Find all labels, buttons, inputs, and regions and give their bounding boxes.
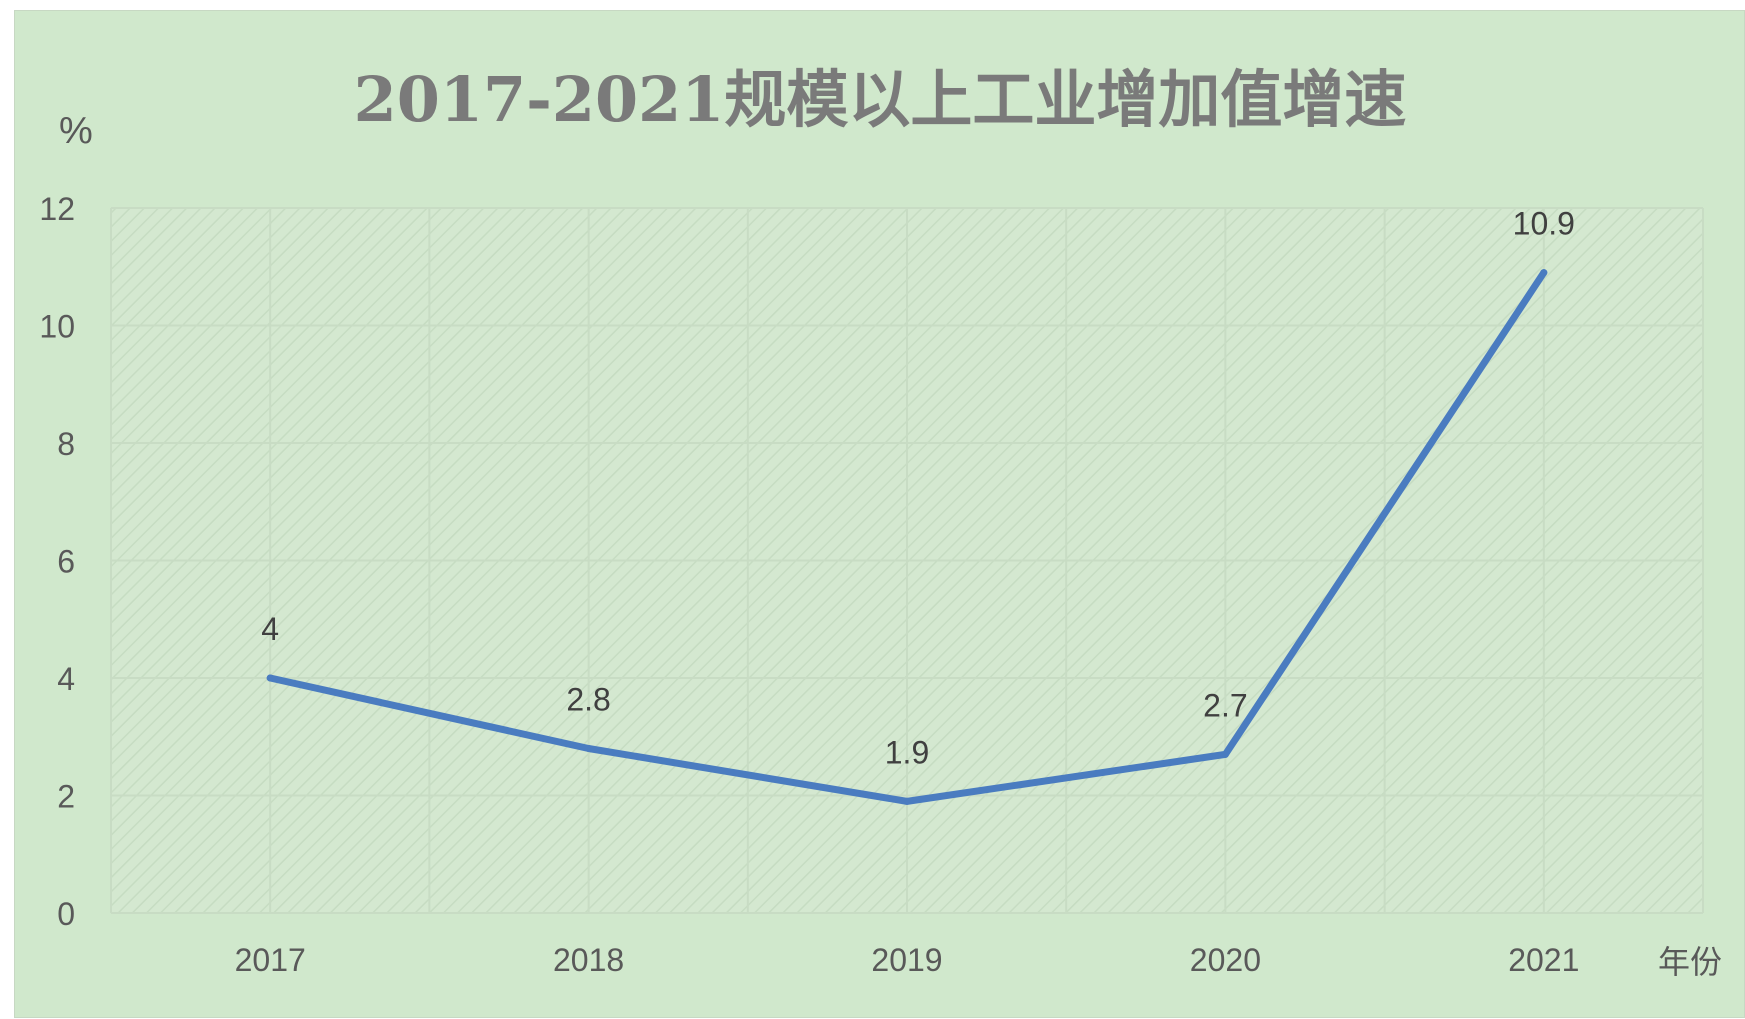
x-tick-label: 2018 — [553, 942, 624, 978]
x-axis-unit-label: 年份 — [1658, 944, 1722, 980]
y-tick-label: 10 — [39, 309, 75, 345]
x-tick-label: 2021 — [1508, 942, 1579, 978]
x-tick-label: 2017 — [235, 942, 306, 978]
gridlines — [110, 207, 1704, 914]
data-label: 4 — [261, 611, 279, 647]
series-layer — [266, 269, 1548, 805]
data-label: 1.9 — [885, 734, 929, 770]
y-tick-label: 2 — [57, 779, 75, 815]
y-tick-label: 8 — [57, 426, 75, 462]
data-point — [1540, 269, 1548, 277]
y-axis-unit-label: % — [59, 110, 93, 152]
data-point — [1221, 750, 1229, 758]
data-label: 10.9 — [1513, 206, 1575, 242]
data-point — [266, 674, 274, 682]
data-labels: 4 2.8 1.9 2.7 10.9 — [261, 206, 1575, 771]
data-point — [903, 797, 911, 805]
y-tick-label: 4 — [57, 661, 75, 697]
data-label: 2.7 — [1203, 687, 1247, 723]
data-label: 2.8 — [566, 682, 610, 718]
y-tick-label: 0 — [57, 896, 75, 932]
x-tick-label: 2019 — [871, 942, 942, 978]
x-tick-label: 2020 — [1190, 942, 1261, 978]
x-axis-ticks: 2017 2018 2019 2020 2021 — [235, 942, 1580, 978]
line-chart: 2017-2021规模以上工业增加值增速 % 年份 0 2 4 6 8 10 12 2017… — [39, 63, 1722, 980]
chart-area: 2017-2021规模以上工业增加值增速 % 年份 0 2 4 6 8 10 12 2017… — [14, 10, 1745, 1018]
y-axis-ticks: 0 2 4 6 8 10 12 — [39, 191, 75, 932]
y-tick-label: 6 — [57, 544, 75, 580]
y-tick-label: 12 — [39, 191, 75, 227]
data-point — [585, 745, 593, 752]
chart-title: 2017-2021规模以上工业增加值增速 — [354, 63, 1407, 136]
